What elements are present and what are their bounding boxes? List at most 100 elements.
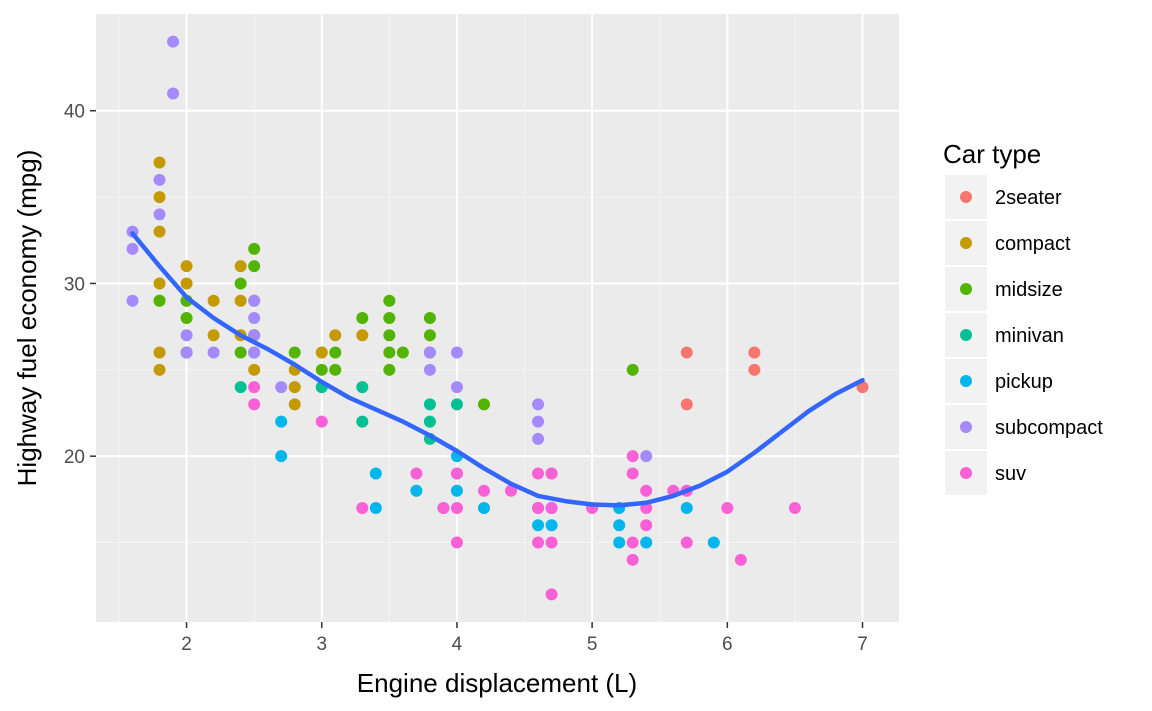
data-point-subcompact xyxy=(423,363,436,376)
data-point-pickup xyxy=(707,536,720,549)
legend-label-2seater: 2seater xyxy=(995,187,1062,209)
data-point-pickup xyxy=(275,450,288,463)
data-point-compact xyxy=(207,329,220,342)
data-point-compact xyxy=(153,363,166,376)
data-point-subcompact xyxy=(450,381,463,394)
legend-swatch-subcompact xyxy=(960,421,972,433)
data-point-compact xyxy=(207,294,220,307)
data-point-suv xyxy=(721,502,734,514)
data-point-midsize xyxy=(423,312,436,324)
data-point-suv xyxy=(640,519,653,532)
data-point-suv xyxy=(248,381,261,394)
data-point-compact xyxy=(153,156,166,169)
data-point-suv xyxy=(734,553,747,566)
data-point-subcompact xyxy=(126,242,139,255)
data-point-minivan xyxy=(450,398,463,411)
y-tick-label: 30 xyxy=(64,274,85,295)
data-point-suv xyxy=(450,502,463,514)
data-point-pickup xyxy=(545,519,558,532)
data-point-2seater xyxy=(680,346,693,359)
data-point-pickup xyxy=(275,415,288,428)
data-point-compact xyxy=(288,398,301,411)
data-point-midsize xyxy=(396,346,409,359)
data-point-midsize xyxy=(234,277,247,290)
data-point-compact xyxy=(356,329,369,342)
data-point-suv xyxy=(532,502,545,514)
legend-label-compact: compact xyxy=(995,233,1071,255)
data-point-midsize xyxy=(383,329,396,342)
data-point-suv xyxy=(545,588,558,601)
data-point-suv xyxy=(450,536,463,549)
data-point-midsize xyxy=(383,346,396,359)
data-point-2seater xyxy=(748,346,761,359)
data-point-subcompact xyxy=(167,87,180,100)
legend-label-minivan: minivan xyxy=(995,325,1064,347)
data-point-suv xyxy=(640,484,653,497)
data-point-2seater xyxy=(680,398,693,411)
data-point-suv xyxy=(248,398,261,411)
data-point-midsize xyxy=(383,294,396,307)
data-point-compact xyxy=(153,225,166,238)
data-point-midsize xyxy=(329,363,342,376)
data-point-compact xyxy=(288,381,301,394)
data-point-subcompact xyxy=(532,432,545,445)
data-point-minivan xyxy=(234,381,247,394)
data-point-compact xyxy=(248,363,261,376)
axis-ticks: 2 3 4 5 6 7 20 30 40 xyxy=(64,102,868,655)
data-point-compact xyxy=(180,260,193,273)
data-point-suv xyxy=(626,450,639,463)
data-point-pickup xyxy=(450,484,463,497)
data-point-pickup xyxy=(477,502,490,514)
data-point-subcompact xyxy=(180,329,193,342)
data-point-suv xyxy=(626,467,639,480)
data-point-compact xyxy=(234,294,247,307)
data-point-minivan xyxy=(356,415,369,428)
x-tick-label: 2 xyxy=(181,634,192,655)
x-tick-label: 3 xyxy=(316,634,327,655)
y-tick-label: 40 xyxy=(64,102,85,123)
data-point-suv xyxy=(437,502,450,514)
data-point-midsize xyxy=(477,398,490,411)
data-point-compact xyxy=(234,260,247,273)
data-point-minivan xyxy=(423,398,436,411)
legend-label-midsize: midsize xyxy=(995,279,1063,301)
data-point-subcompact xyxy=(532,415,545,428)
data-point-midsize xyxy=(315,363,328,376)
data-points xyxy=(126,35,869,601)
data-point-suv xyxy=(626,553,639,566)
data-point-suv xyxy=(532,467,545,480)
data-point-midsize xyxy=(329,346,342,359)
data-point-compact xyxy=(153,346,166,359)
smooth-line xyxy=(130,231,865,508)
data-point-subcompact xyxy=(532,398,545,411)
data-point-suv xyxy=(545,536,558,549)
data-point-pickup xyxy=(410,484,423,497)
data-point-midsize xyxy=(383,312,396,324)
y-tick-label: 20 xyxy=(64,447,85,468)
x-tick-label: 5 xyxy=(587,634,598,655)
data-point-subcompact xyxy=(248,346,261,359)
data-point-subcompact xyxy=(167,35,180,48)
data-point-subcompact xyxy=(153,208,166,221)
x-tick-label: 7 xyxy=(857,634,868,655)
data-point-pickup xyxy=(369,467,382,480)
data-point-suv xyxy=(477,484,490,497)
legend-swatch-midsize xyxy=(960,283,972,295)
data-point-minivan xyxy=(356,381,369,394)
data-point-subcompact xyxy=(153,173,166,186)
data-point-suv xyxy=(410,467,423,480)
data-point-subcompact xyxy=(450,346,463,359)
legend-label-suv: suv xyxy=(995,463,1026,485)
data-point-compact xyxy=(315,346,328,359)
data-point-suv xyxy=(626,536,639,549)
data-point-pickup xyxy=(640,536,653,549)
x-tick-label: 4 xyxy=(452,634,463,655)
data-point-suv xyxy=(356,502,369,514)
x-tick-label: 6 xyxy=(722,634,733,655)
data-point-midsize xyxy=(383,363,396,376)
data-point-subcompact xyxy=(180,346,193,359)
data-point-minivan xyxy=(423,415,436,428)
legend-label-pickup: pickup xyxy=(995,371,1053,393)
data-point-pickup xyxy=(369,502,382,514)
data-point-pickup xyxy=(680,502,693,514)
